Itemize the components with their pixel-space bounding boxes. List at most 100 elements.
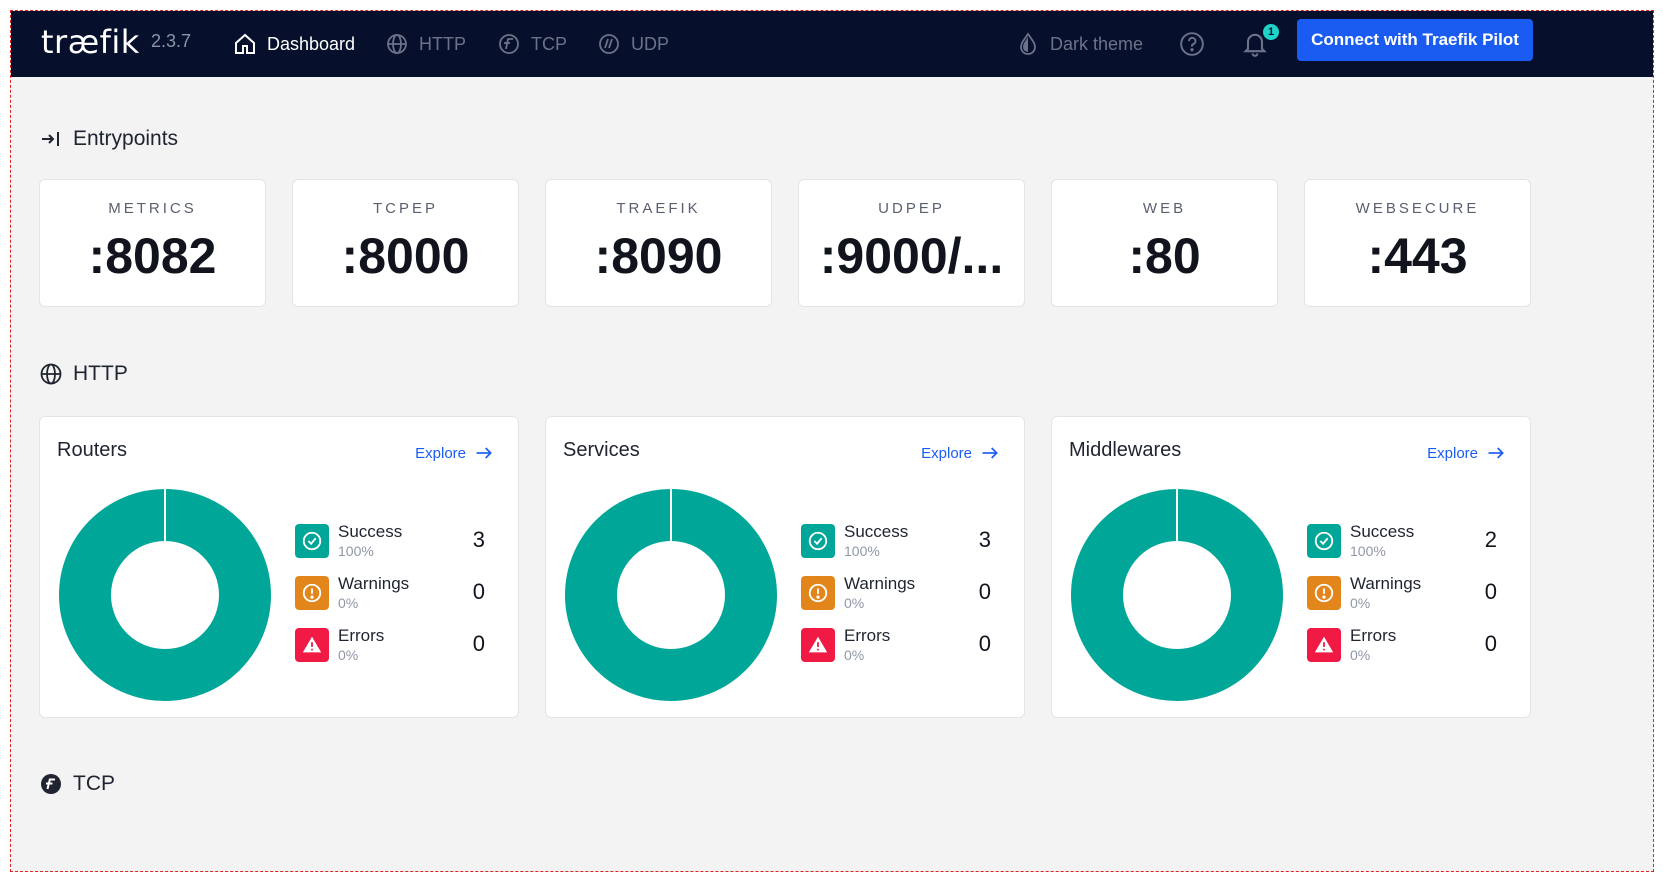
warnings-percent: 0% bbox=[338, 595, 359, 611]
nav-dashboard-label: Dashboard bbox=[267, 33, 356, 54]
nav-http-label: HTTP bbox=[419, 33, 466, 54]
entrypoint-card-udpep[interactable]: UDPEP :9000/... bbox=[798, 179, 1025, 307]
globe-icon bbox=[40, 363, 62, 385]
errors-label: Errors bbox=[338, 626, 385, 645]
success-stat: Success 100% 3 bbox=[295, 522, 500, 560]
warnings-label: Warnings bbox=[338, 574, 410, 593]
routers-card: Routers Explore Success 100% 3 Warnings … bbox=[39, 416, 519, 718]
routers-donut-chart bbox=[59, 489, 271, 701]
entrypoints-title: Entrypoints bbox=[73, 127, 179, 150]
warning-icon bbox=[801, 576, 835, 610]
success-check-icon bbox=[1307, 524, 1341, 558]
http-title: HTTP bbox=[73, 362, 128, 385]
warnings-label: Warnings bbox=[844, 574, 916, 593]
help-icon[interactable] bbox=[1179, 31, 1205, 57]
entrypoint-name: WEB bbox=[1142, 200, 1187, 217]
top-navbar: træfik 2.3.7 Dashboard HTTP TCP UDP Dark… bbox=[11, 11, 1653, 77]
entrypoint-name: METRICS bbox=[108, 200, 197, 217]
card-title: Middlewares bbox=[1069, 439, 1182, 461]
warnings-percent: 0% bbox=[844, 595, 865, 611]
warning-icon bbox=[295, 576, 329, 610]
entrypoint-card-web[interactable]: WEB :80 bbox=[1051, 179, 1278, 307]
bell-icon[interactable] bbox=[1241, 29, 1269, 57]
success-check-icon bbox=[295, 524, 329, 558]
entrypoint-card-tcpep[interactable]: TCPEP :8000 bbox=[292, 179, 519, 307]
errors-label: Errors bbox=[1350, 626, 1397, 645]
entrypoint-port: :8090 bbox=[594, 228, 723, 284]
version-label: 2.3.7 bbox=[151, 31, 192, 51]
card-title: Routers bbox=[57, 439, 128, 461]
errors-percent: 0% bbox=[1350, 647, 1371, 663]
entrypoint-name: TCPEP bbox=[372, 200, 438, 217]
success-percent: 100% bbox=[1350, 543, 1386, 559]
errors-percent: 0% bbox=[338, 647, 359, 663]
success-stat: Success 100% 2 bbox=[1307, 522, 1512, 560]
nav-tcp[interactable]: TCP bbox=[497, 11, 567, 77]
entrypoint-name: UDPEP bbox=[878, 200, 945, 217]
routers-explore-link[interactable]: Explore bbox=[415, 443, 494, 463]
entrypoint-port: :443 bbox=[1367, 228, 1468, 284]
entrypoint-port: :8000 bbox=[341, 228, 470, 284]
errors-count: 0 bbox=[472, 631, 485, 656]
explore-label: Explore bbox=[415, 444, 466, 462]
errors-count: 0 bbox=[978, 631, 991, 656]
success-label: Success bbox=[338, 522, 403, 541]
traefik-logo[interactable]: træfik bbox=[41, 23, 140, 61]
success-stat: Success 100% 3 bbox=[801, 522, 1006, 560]
success-count: 3 bbox=[978, 527, 991, 552]
warnings-count: 0 bbox=[472, 579, 485, 604]
udp-icon bbox=[599, 34, 619, 54]
entrypoint-name: TRAEFIK bbox=[616, 200, 701, 217]
nav-udp[interactable]: UDP bbox=[597, 11, 669, 77]
nav-http[interactable]: HTTP bbox=[385, 11, 466, 77]
success-count: 3 bbox=[472, 527, 485, 552]
warnings-label: Warnings bbox=[1350, 574, 1422, 593]
card-title: Services bbox=[563, 439, 640, 461]
success-percent: 100% bbox=[844, 543, 880, 559]
success-check-icon bbox=[801, 524, 835, 558]
errors-percent: 0% bbox=[844, 647, 865, 663]
arrow-right-icon bbox=[982, 447, 998, 459]
error-triangle-icon bbox=[295, 628, 329, 662]
services-card: Services Explore Success 100% 3 Warnings… bbox=[545, 416, 1025, 718]
entrypoint-card-traefik[interactable]: TRAEFIK :8090 bbox=[545, 179, 772, 307]
success-percent: 100% bbox=[338, 543, 374, 559]
entrypoint-port: :8082 bbox=[88, 228, 217, 284]
dark-theme-toggle[interactable]: Dark theme bbox=[1016, 11, 1143, 77]
home-icon bbox=[235, 33, 255, 54]
entrypoint-port: :9000/... bbox=[819, 228, 1004, 284]
warnings-stat: Warnings 0% 0 bbox=[1307, 574, 1512, 612]
nav-dashboard[interactable]: Dashboard bbox=[233, 11, 355, 77]
dark-theme-label: Dark theme bbox=[1050, 33, 1144, 54]
middlewares-card: Middlewares Explore Success 100% 2 Warni… bbox=[1051, 416, 1531, 718]
warnings-stat: Warnings 0% 0 bbox=[801, 574, 1006, 612]
errors-count: 0 bbox=[1484, 631, 1497, 656]
nav-udp-label: UDP bbox=[631, 33, 670, 54]
entrypoint-name: WEBSECURE bbox=[1355, 200, 1480, 217]
entrypoints-heading: Entrypoints bbox=[39, 127, 178, 151]
errors-stat: Errors 0% 0 bbox=[1307, 626, 1512, 664]
entrypoint-card-metrics[interactable]: METRICS :8082 bbox=[39, 179, 266, 307]
tcp-icon bbox=[41, 774, 61, 794]
success-label: Success bbox=[844, 522, 909, 541]
services-donut-chart bbox=[565, 489, 777, 701]
middlewares-explore-link[interactable]: Explore bbox=[1427, 443, 1506, 463]
tcp-heading: TCP bbox=[39, 772, 115, 796]
warnings-percent: 0% bbox=[1350, 595, 1371, 611]
warning-icon bbox=[1307, 576, 1341, 610]
entrypoint-port: :80 bbox=[1128, 228, 1201, 284]
droplet-icon bbox=[1020, 32, 1036, 55]
app-window: træfik 2.3.7 Dashboard HTTP TCP UDP Dark… bbox=[10, 10, 1654, 872]
explore-label: Explore bbox=[1427, 444, 1478, 462]
http-heading: HTTP bbox=[39, 362, 128, 386]
error-triangle-icon bbox=[1307, 628, 1341, 662]
arrow-right-icon bbox=[476, 447, 492, 459]
errors-label: Errors bbox=[844, 626, 891, 645]
entrypoint-arrow-icon bbox=[42, 132, 59, 146]
tcp-title: TCP bbox=[73, 772, 115, 795]
services-explore-link[interactable]: Explore bbox=[921, 443, 1000, 463]
errors-stat: Errors 0% 0 bbox=[801, 626, 1006, 664]
arrow-right-icon bbox=[1488, 447, 1504, 459]
connect-traefik-pilot-button[interactable]: Connect with Traefik Pilot bbox=[1297, 19, 1533, 61]
entrypoint-card-websecure[interactable]: WEBSECURE :443 bbox=[1304, 179, 1531, 307]
